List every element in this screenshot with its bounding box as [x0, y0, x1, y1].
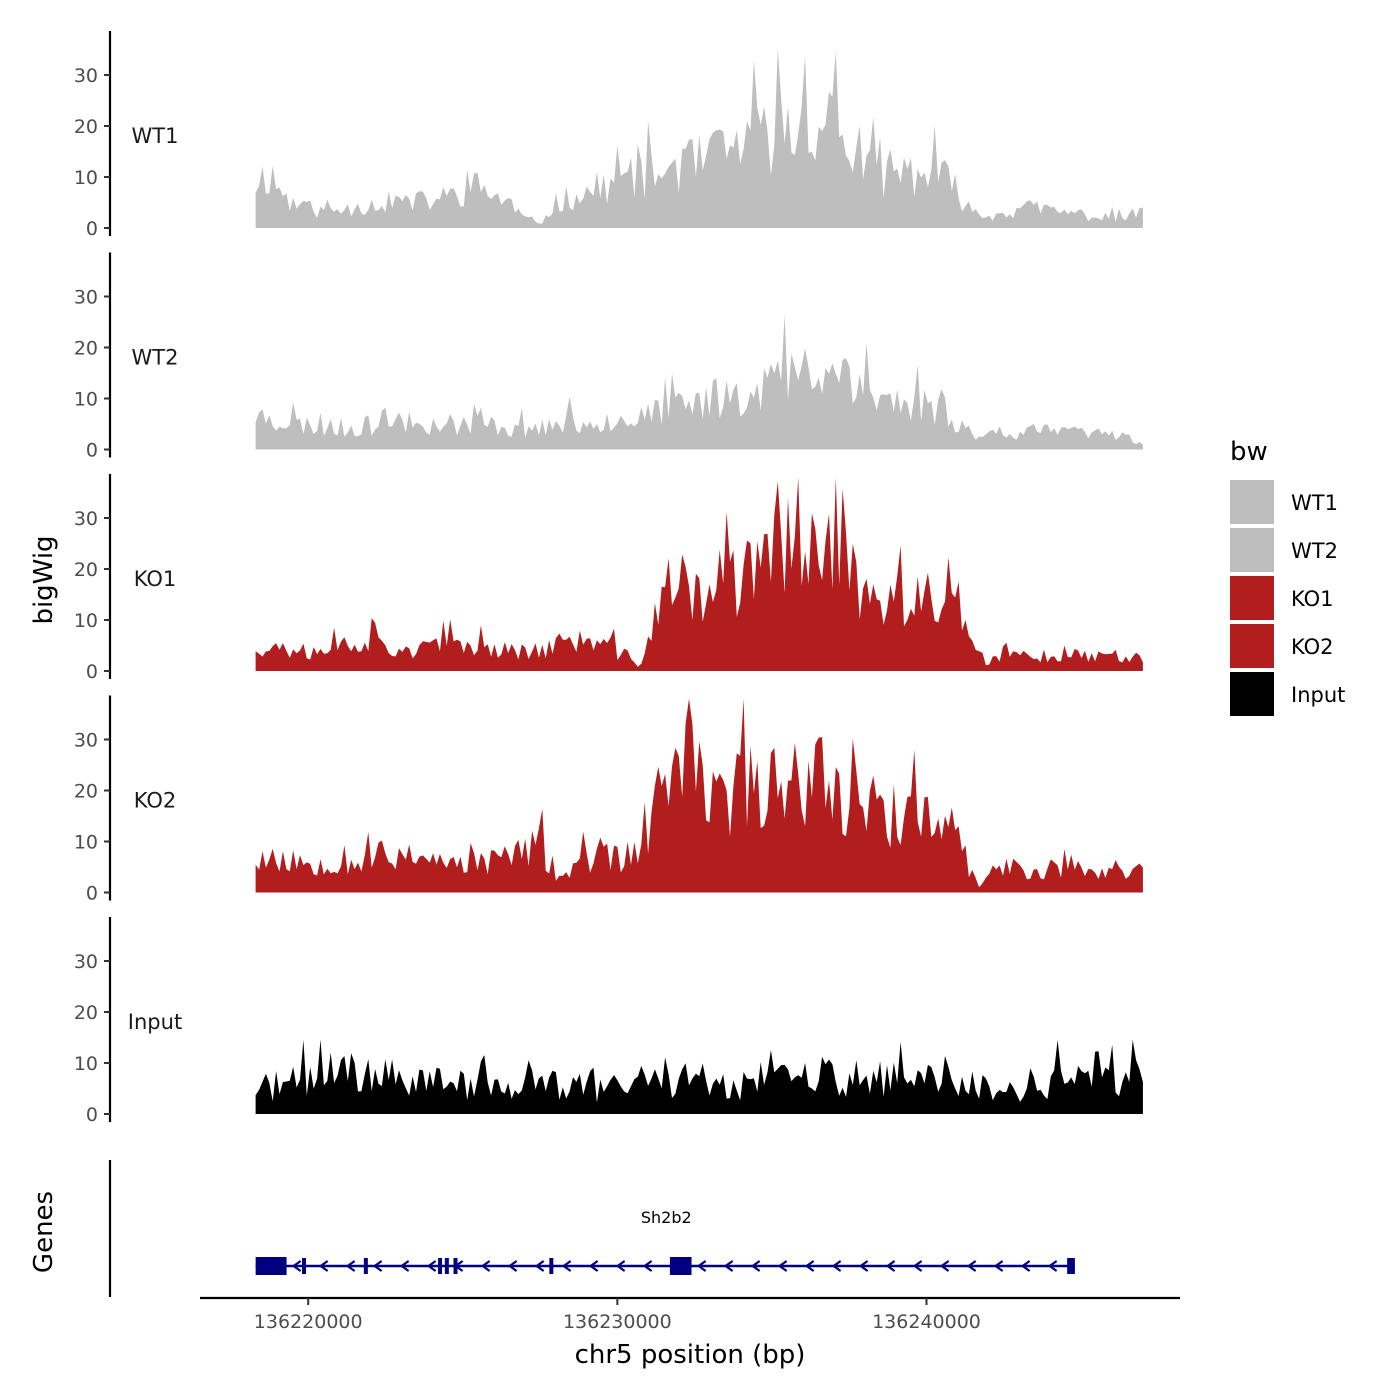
- gene-exon: [1067, 1258, 1075, 1274]
- y-tick-label: 10: [74, 1053, 98, 1075]
- y-tick-label: 0: [86, 883, 98, 905]
- gene-exon: [363, 1258, 368, 1274]
- strand-arrow: [426, 1260, 437, 1272]
- strand-arrow: [534, 1260, 545, 1272]
- gene-label: Sh2b2: [641, 1208, 692, 1227]
- legend-swatch-input: [1230, 672, 1274, 716]
- legend-swatch-wt1: [1230, 480, 1274, 524]
- gene-exon: [669, 1257, 692, 1275]
- y-tick-label: 10: [74, 167, 98, 189]
- y-tick-label: 0: [86, 661, 98, 683]
- y-tick-label: 20: [74, 116, 98, 138]
- x-tick-label: 136240000: [872, 1311, 981, 1333]
- track-label: KO2: [134, 789, 177, 813]
- y-tick-label: 20: [74, 338, 98, 360]
- coverage-tracks: 0 10 20 30 WT1 0 10 20 30 WT2 0 10 20 30 KO1 0 10 20 30 KO2…: [74, 31, 1143, 1126]
- y-tick-label: 30: [74, 287, 98, 309]
- strand-arrow: [723, 1260, 734, 1272]
- gene-exon: [302, 1258, 307, 1274]
- track-ko2: 0 10 20 30 KO2: [74, 695, 1143, 905]
- y-tick-label: 30: [74, 65, 98, 87]
- strand-arrow: [345, 1260, 356, 1272]
- legend-swatch-ko1: [1230, 576, 1274, 620]
- coverage-area-wt2: [255, 314, 1143, 450]
- track-label: KO1: [134, 567, 177, 591]
- strand-arrow: [939, 1260, 950, 1272]
- x-tick-label: 136230000: [563, 1311, 672, 1333]
- strand-arrow: [858, 1260, 869, 1272]
- y-tick-label: 10: [74, 610, 98, 632]
- strand-arrow: [318, 1260, 329, 1272]
- coverage-area-input: [255, 1039, 1143, 1114]
- coverage-area-ko1: [255, 477, 1143, 671]
- coverage-area-wt1: [255, 48, 1143, 229]
- gene-sh2b2: Sh2b2: [255, 1208, 1075, 1275]
- track-label: Input: [128, 1010, 182, 1034]
- coverage-area-ko2: [255, 698, 1143, 893]
- track-label: WT1: [132, 124, 179, 148]
- strand-arrow: [588, 1260, 599, 1272]
- y-axis-title: bigWig: [29, 535, 59, 624]
- gene-exon: [444, 1258, 449, 1274]
- y-tick-label: 20: [74, 559, 98, 581]
- y-tick-label: 30: [74, 951, 98, 973]
- strand-arrow: [804, 1260, 815, 1272]
- legend-label-input: Input: [1291, 683, 1345, 707]
- strand-arrow: [885, 1260, 896, 1272]
- strand-arrow: [507, 1260, 518, 1272]
- y-tick-label: 0: [86, 1104, 98, 1126]
- x-axis: 136220000 136230000 136240000: [200, 1296, 1180, 1333]
- y-tick-label: 0: [86, 440, 98, 462]
- strand-arrow: [696, 1260, 707, 1272]
- strand-arrow: [750, 1260, 761, 1272]
- strand-arrow: [480, 1260, 491, 1272]
- strand-arrow: [642, 1260, 653, 1272]
- x-tick-label: 136220000: [254, 1311, 363, 1333]
- legend-label-ko2: KO2: [1291, 635, 1334, 659]
- track-input: 0 10 20 30 Input: [74, 917, 1143, 1126]
- legend-swatch-ko2: [1230, 624, 1274, 668]
- strand-arrow: [291, 1260, 302, 1272]
- strand-arrow: [399, 1260, 410, 1272]
- y-tick-label: 10: [74, 832, 98, 854]
- strand-arrow: [561, 1260, 572, 1272]
- y-tick-label: 20: [74, 781, 98, 803]
- gene-exon: [438, 1258, 443, 1274]
- y-tick-label: 30: [74, 508, 98, 530]
- track-label: WT2: [132, 346, 179, 370]
- track-wt2: 0 10 20 30 WT2: [74, 252, 1143, 462]
- legend-label-wt1: WT1: [1291, 491, 1338, 515]
- track-ko1: 0 10 20 30 KO1: [74, 474, 1143, 683]
- strand-arrow: [777, 1260, 788, 1272]
- y-tick-label: 30: [74, 730, 98, 752]
- legend-label-wt2: WT2: [1291, 539, 1338, 563]
- track-wt1: 0 10 20 30 WT1: [74, 31, 1143, 240]
- gene-exon: [453, 1258, 458, 1274]
- legend-label-ko1: KO1: [1291, 587, 1334, 611]
- gene-exon: [549, 1258, 554, 1274]
- strand-arrow: [1020, 1260, 1031, 1272]
- strand-arrow: [993, 1260, 1004, 1272]
- legend: bw WT1 WT2 KO1 KO2 Input: [1230, 437, 1345, 716]
- strand-arrow: [966, 1260, 977, 1272]
- legend-title: bw: [1230, 437, 1268, 467]
- strand-arrow: [912, 1260, 923, 1272]
- gene-track: Sh2b2: [108, 1160, 1075, 1297]
- y-tick-label: 20: [74, 1002, 98, 1024]
- strand-arrow: [1047, 1260, 1058, 1272]
- gene-exon: [255, 1257, 287, 1275]
- strand-arrow: [831, 1260, 842, 1272]
- strand-arrow: [615, 1260, 626, 1272]
- x-axis-title: chr5 position (bp): [575, 1340, 806, 1370]
- y-tick-label: 10: [74, 389, 98, 411]
- genes-axis-title: Genes: [29, 1191, 59, 1273]
- legend-swatch-wt2: [1230, 528, 1274, 572]
- strand-arrow: [372, 1260, 383, 1272]
- y-tick-label: 0: [86, 218, 98, 240]
